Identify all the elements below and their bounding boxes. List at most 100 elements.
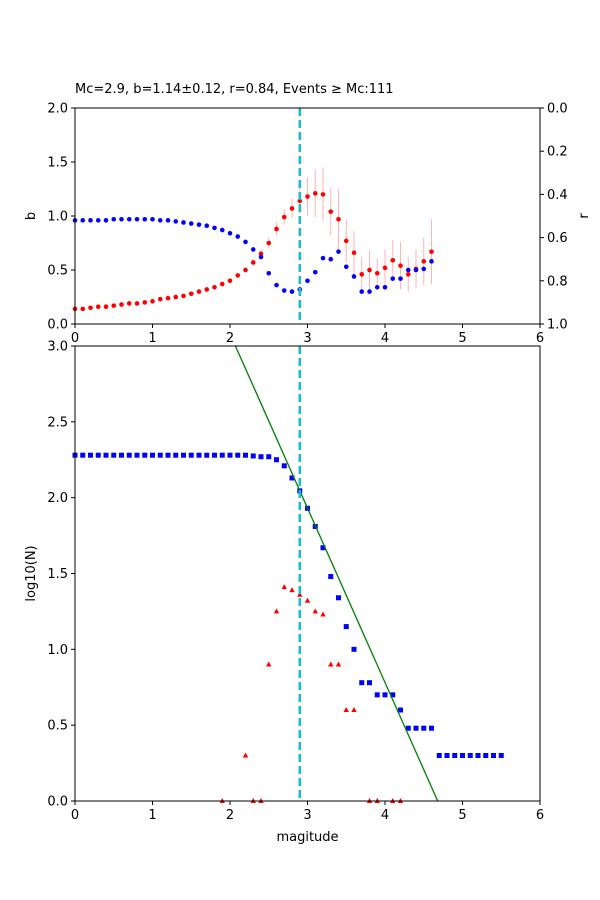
cumulative-point	[460, 753, 465, 758]
r-point	[351, 274, 357, 279]
bottom-y-tick-label: 2.0	[47, 491, 68, 506]
b-point	[320, 192, 326, 197]
b-point	[305, 194, 310, 199]
cumulative-point	[150, 452, 155, 458]
r-point	[196, 222, 202, 227]
b-point	[181, 293, 186, 299]
bottom-y-ticks: 0.0 0.5 1.0 1.5 2.0 2.5 3.0	[47, 340, 75, 810]
cumulative-point	[111, 452, 117, 458]
top-y2-tick-label: 0.4	[547, 188, 568, 203]
top-x-tick-label: 2	[226, 331, 234, 346]
r-point	[266, 270, 272, 276]
cumulative-point	[359, 680, 365, 686]
r-point	[80, 218, 86, 223]
cumulative-point	[467, 753, 473, 758]
cumulative-point	[258, 454, 264, 460]
r-point	[157, 218, 163, 223]
noncumulative-series	[219, 584, 404, 803]
cumulative-point	[351, 646, 357, 652]
r-point	[126, 216, 132, 222]
b-point	[88, 305, 93, 311]
b-point	[281, 214, 287, 220]
r-point	[429, 259, 434, 264]
cumulative-point	[134, 452, 140, 458]
b-point	[119, 302, 124, 307]
r-point	[204, 223, 210, 229]
noncumulative-point	[289, 587, 295, 593]
r-point	[421, 266, 427, 272]
b-point	[80, 306, 86, 312]
r-point	[119, 216, 124, 222]
cumulative-point	[173, 452, 179, 458]
r-point	[227, 230, 233, 236]
cumulative-point	[336, 595, 341, 601]
top-x-tick-label: 0	[71, 331, 79, 346]
cumulative-point	[421, 725, 427, 731]
cumulative-point	[281, 463, 287, 469]
b-value-panel: Mc=2.9, b=1.14±0.12, r=0.84, Events ≥ Mc…	[24, 82, 592, 346]
cumulative-point	[436, 753, 442, 758]
b-point	[343, 238, 349, 244]
cumulative-point	[142, 452, 148, 458]
r-point	[274, 282, 279, 288]
cumulative-point	[181, 452, 186, 458]
r-point	[250, 247, 256, 252]
b-point	[390, 257, 396, 263]
r-point	[88, 218, 93, 223]
r-point	[95, 218, 101, 223]
noncumulative-point	[320, 611, 326, 617]
r-point	[134, 216, 140, 222]
bottom-x-ticks: 0 1 2 3 4 5 6	[71, 801, 544, 823]
cumulative-point	[405, 725, 411, 731]
cumulative-series	[72, 452, 504, 758]
cumulative-point	[157, 452, 163, 458]
bottom-y-axis-label: log10(N)	[24, 545, 39, 601]
cumulative-point	[491, 753, 496, 758]
b-point	[429, 249, 434, 254]
noncumulative-point	[304, 597, 311, 603]
cumulative-point	[398, 707, 403, 713]
r-point	[212, 225, 217, 231]
top-y2-tick-label: 1.0	[547, 318, 568, 333]
r-point	[305, 278, 310, 284]
top-y2-ticks: 0.0 0.2 0.4 0.6 0.8 1.0	[540, 102, 568, 333]
bottom-x-tick-label: 6	[536, 808, 544, 823]
r-point	[258, 254, 264, 260]
cumulative-point	[126, 452, 132, 458]
cumulative-point	[212, 452, 217, 458]
cumulative-point	[328, 574, 334, 580]
gutenberg-richter-fit-line	[234, 345, 439, 802]
top-y-tick-label: 2.0	[47, 102, 68, 117]
r-point	[103, 218, 109, 223]
frequency-magnitude-panel: 0 1 2 3 4 5 6 0.0 0.5 1.0 1.5 2.0 2.5 3.0 magitude l…	[24, 340, 544, 846]
b-point	[258, 251, 264, 257]
cumulative-point	[165, 452, 171, 458]
cumulative-point	[196, 452, 202, 458]
cumulative-point	[320, 545, 326, 551]
noncumulative-point	[273, 608, 280, 614]
b-point	[219, 281, 225, 287]
top-x-ticks: 0 1 2 3 4 5 6	[71, 324, 544, 346]
cumulative-point	[188, 452, 194, 458]
top-axes-frame	[74, 107, 541, 325]
r-point	[390, 276, 396, 281]
bottom-x-tick-label: 4	[381, 808, 389, 823]
r-point	[150, 216, 155, 222]
b-point	[111, 303, 117, 308]
cumulative-point	[444, 753, 450, 758]
b-point	[351, 250, 357, 256]
r-point	[320, 255, 326, 261]
bottom-x-tick-label: 3	[303, 808, 311, 823]
bottom-x-tick-label: 5	[458, 808, 466, 823]
cumulative-point	[119, 452, 124, 458]
b-point	[165, 295, 171, 301]
r-point	[281, 288, 287, 293]
cumulative-point	[274, 457, 279, 463]
bottom-y-tick-label: 0.0	[47, 795, 68, 810]
bottom-y-tick-label: 0.5	[47, 719, 68, 734]
r-point	[243, 239, 248, 245]
cumulative-point	[227, 452, 233, 458]
cumulative-point	[390, 692, 396, 698]
noncumulative-point	[328, 661, 334, 667]
